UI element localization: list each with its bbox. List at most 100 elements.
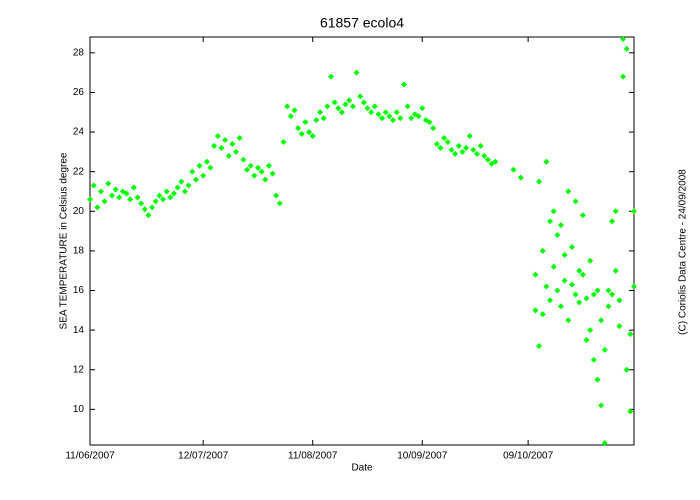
point bbox=[557, 303, 564, 310]
point bbox=[284, 103, 291, 110]
point bbox=[532, 271, 539, 278]
point bbox=[156, 192, 163, 199]
point bbox=[379, 115, 386, 122]
point bbox=[579, 271, 586, 278]
point bbox=[623, 45, 630, 52]
point bbox=[568, 281, 575, 288]
point bbox=[386, 113, 393, 120]
y-tick-label: 22 bbox=[73, 166, 85, 177]
point bbox=[466, 133, 473, 140]
point bbox=[265, 162, 272, 169]
point bbox=[130, 184, 137, 191]
point bbox=[572, 291, 579, 298]
point bbox=[601, 440, 608, 447]
point bbox=[152, 198, 159, 205]
chart-title: 61857 ecolo4 bbox=[320, 15, 404, 31]
point bbox=[247, 162, 254, 169]
point bbox=[346, 97, 353, 104]
point bbox=[426, 119, 433, 126]
point bbox=[160, 196, 167, 203]
point bbox=[419, 105, 426, 112]
point bbox=[463, 144, 470, 151]
point bbox=[430, 125, 437, 132]
point bbox=[196, 162, 203, 169]
point bbox=[258, 168, 265, 175]
point bbox=[543, 158, 550, 165]
point bbox=[605, 303, 612, 310]
point bbox=[149, 204, 156, 211]
point bbox=[302, 119, 309, 126]
point bbox=[233, 148, 240, 155]
point bbox=[590, 291, 597, 298]
point bbox=[576, 267, 583, 274]
point bbox=[477, 142, 484, 149]
point bbox=[631, 208, 637, 215]
point bbox=[557, 222, 564, 229]
point bbox=[492, 158, 499, 165]
point bbox=[444, 138, 451, 145]
point bbox=[433, 140, 440, 147]
point bbox=[481, 152, 488, 159]
point bbox=[185, 182, 192, 189]
point bbox=[134, 194, 141, 201]
point bbox=[214, 133, 221, 140]
point bbox=[536, 342, 543, 349]
point bbox=[415, 113, 422, 120]
point bbox=[317, 109, 324, 116]
point bbox=[382, 109, 389, 116]
point bbox=[163, 188, 170, 195]
point bbox=[90, 182, 97, 189]
point bbox=[539, 311, 546, 318]
point bbox=[598, 317, 605, 324]
point bbox=[313, 117, 320, 124]
point bbox=[127, 196, 134, 203]
point bbox=[612, 267, 619, 274]
point bbox=[547, 297, 554, 304]
point bbox=[536, 178, 543, 185]
annotation: (C) Coriolis Data Centre - 24/09/2008 bbox=[678, 169, 689, 335]
y-tick-label: 24 bbox=[73, 127, 85, 138]
y-tick-label: 20 bbox=[73, 206, 85, 217]
point bbox=[262, 176, 269, 183]
x-tick-label: 09/10/2007 bbox=[503, 451, 553, 462]
point bbox=[550, 208, 557, 215]
point bbox=[87, 196, 93, 203]
point bbox=[269, 170, 276, 177]
y-axis-label: SEA TEMPERATURE in Celsius degree bbox=[59, 152, 70, 329]
point bbox=[342, 101, 349, 108]
point bbox=[393, 109, 400, 116]
point bbox=[583, 295, 590, 302]
point bbox=[539, 247, 546, 254]
point bbox=[353, 69, 360, 76]
point bbox=[594, 287, 601, 294]
x-axis-label: Date bbox=[351, 463, 373, 474]
point bbox=[620, 73, 627, 80]
y-tick-label: 28 bbox=[73, 47, 85, 58]
point bbox=[251, 172, 258, 179]
x-tick-label: 12/07/2007 bbox=[178, 451, 228, 462]
point bbox=[178, 178, 185, 185]
point bbox=[112, 186, 119, 193]
point bbox=[170, 190, 177, 197]
point bbox=[192, 176, 199, 183]
point bbox=[452, 150, 459, 157]
point bbox=[484, 156, 491, 163]
point bbox=[240, 156, 247, 163]
point bbox=[623, 366, 630, 373]
point bbox=[218, 144, 225, 151]
point bbox=[609, 218, 616, 225]
point bbox=[470, 146, 477, 153]
point bbox=[375, 111, 382, 118]
point bbox=[627, 408, 634, 415]
point bbox=[324, 103, 331, 110]
point bbox=[189, 168, 196, 175]
y-tick-label: 26 bbox=[73, 87, 85, 98]
point bbox=[371, 103, 378, 110]
point bbox=[105, 180, 112, 187]
point bbox=[167, 194, 174, 201]
point bbox=[583, 337, 590, 344]
point bbox=[181, 188, 188, 195]
point bbox=[207, 164, 214, 171]
point bbox=[273, 192, 280, 199]
point bbox=[254, 164, 261, 171]
